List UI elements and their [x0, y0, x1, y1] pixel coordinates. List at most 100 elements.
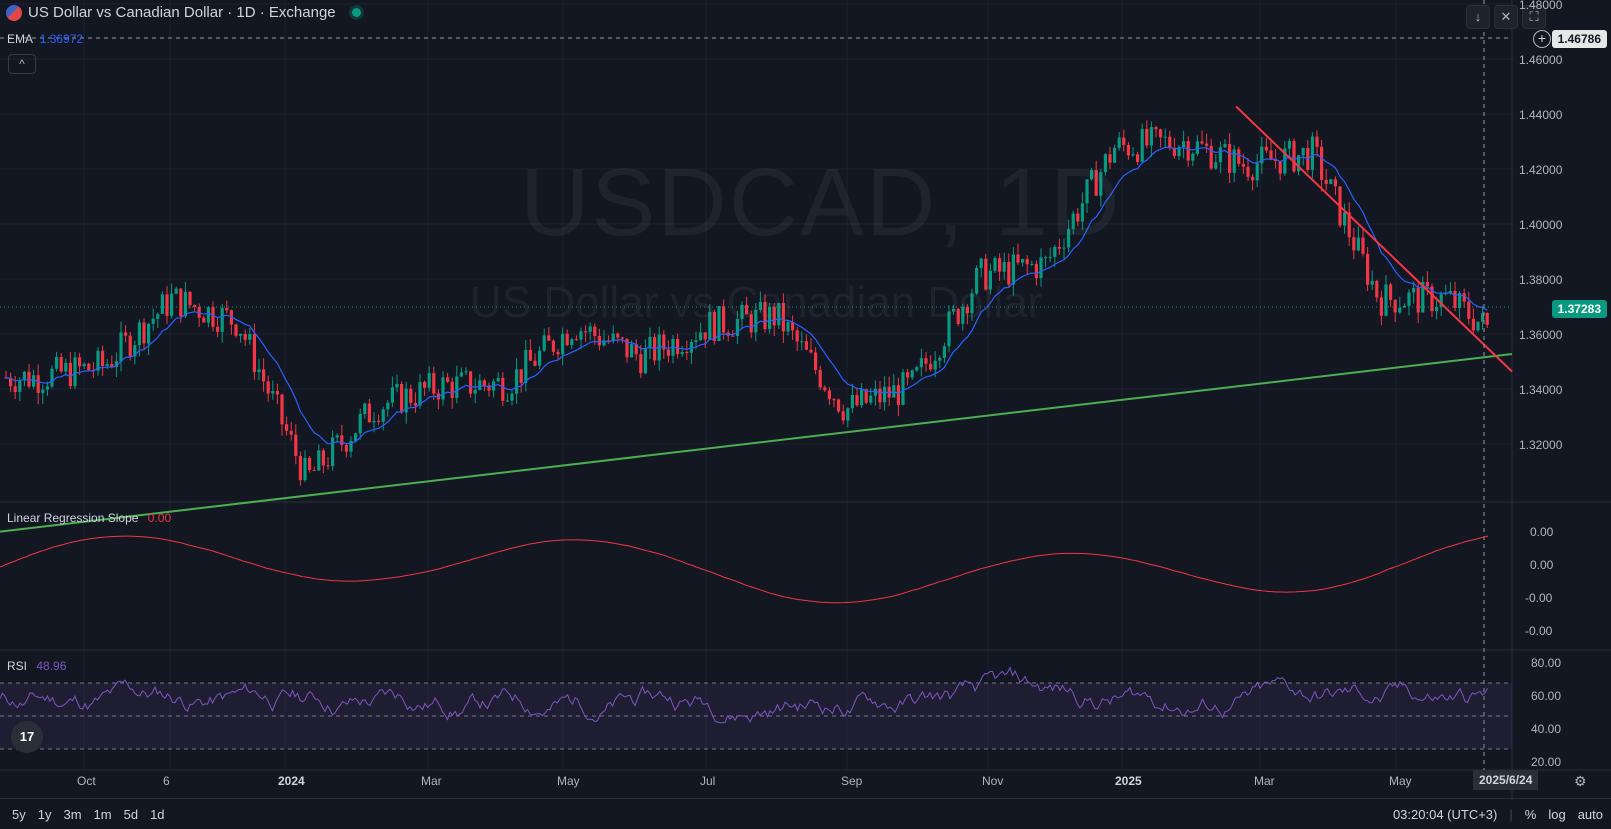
collapse-legend-button[interactable]: ^: [8, 54, 36, 74]
symbol-header[interactable]: US Dollar vs Canadian Dollar · 1D · Exch…: [6, 4, 361, 21]
candle-body: [326, 465, 330, 467]
range-5d[interactable]: 5d: [123, 806, 139, 822]
candle-body: [639, 354, 643, 374]
candle-body: [800, 341, 804, 343]
candle-body: [9, 377, 13, 387]
candle-body: [110, 364, 114, 367]
candle-body: [289, 430, 293, 435]
clock-timezone[interactable]: 03:20:04 (UTC+3): [1392, 806, 1498, 822]
candle-body: [556, 351, 560, 355]
candle-body: [906, 372, 910, 378]
candle-body: [285, 424, 289, 431]
candle-body: [1108, 154, 1112, 163]
candle-body: [1425, 281, 1429, 287]
range-3m[interactable]: 3m: [63, 806, 82, 822]
candle-body: [818, 369, 822, 388]
candle-body: [1232, 149, 1236, 173]
download-icon[interactable]: ↓: [1466, 5, 1490, 29]
range-1d[interactable]: 1d: [150, 806, 165, 822]
lrs-legend[interactable]: Linear Regression Slope 0.00: [7, 511, 171, 525]
live-status-icon: [351, 8, 361, 17]
candle-body: [1476, 321, 1480, 331]
candle-body: [965, 306, 969, 314]
candle-body: [68, 362, 72, 387]
candle-body: [160, 294, 164, 314]
candle-body: [850, 394, 854, 409]
candle-body: [588, 326, 592, 332]
candle-body: [584, 331, 588, 333]
candle-body: [1085, 179, 1089, 204]
auto-toggle[interactable]: auto: [1577, 806, 1603, 822]
candle-body: [400, 383, 404, 413]
candle-body: [547, 335, 551, 341]
candle-body: [501, 377, 505, 401]
candle-body: [298, 455, 302, 481]
candle-body: [827, 390, 831, 400]
candle-body: [427, 373, 431, 388]
candle-body: [271, 391, 275, 394]
candle-body: [381, 409, 385, 422]
candle-body: [344, 444, 348, 452]
candle-body: [841, 411, 845, 421]
candle-body: [717, 306, 721, 341]
range-5y[interactable]: 5y: [12, 806, 26, 822]
candle-body: [975, 267, 979, 294]
candle-body: [1278, 160, 1282, 174]
candle-body: [1090, 170, 1094, 180]
percent-toggle[interactable]: %: [1524, 806, 1537, 822]
flag-icon: [6, 4, 22, 21]
rsi-band: [0, 683, 1512, 749]
candle-body: [27, 371, 31, 387]
candle-body: [749, 314, 753, 333]
candle-body: [699, 332, 703, 341]
collapse-pane-icon[interactable]: ✕: [1494, 5, 1518, 29]
candle-body: [630, 344, 634, 358]
candle-body: [970, 293, 974, 314]
candle-body: [754, 309, 758, 333]
candle-body: [1435, 307, 1439, 312]
candle-body: [565, 333, 569, 346]
candle-body: [1430, 286, 1434, 312]
candle-body: [869, 395, 873, 403]
candle-body: [179, 288, 183, 317]
candle-body: [1416, 287, 1420, 313]
chart-canvas[interactable]: [0, 0, 1611, 800]
candle-body: [993, 258, 997, 271]
add-plus-icon[interactable]: +: [1533, 30, 1551, 48]
candle-body: [151, 318, 155, 324]
candle-body: [574, 339, 578, 341]
candle-body: [294, 434, 298, 456]
candle-body: [791, 322, 795, 331]
time-tick: Oct: [77, 774, 96, 788]
candle-body: [496, 377, 500, 382]
candle-body: [137, 322, 141, 346]
candle-body: [505, 400, 509, 402]
candle-body: [1218, 147, 1222, 163]
settings-gear-icon[interactable]: ⚙: [1574, 773, 1587, 789]
candle-body: [901, 372, 905, 405]
candle-body: [924, 358, 928, 364]
range-1m[interactable]: 1m: [93, 806, 112, 822]
log-toggle[interactable]: log: [1548, 806, 1566, 822]
candle-body: [1154, 127, 1158, 130]
rsi-legend[interactable]: RSI 48.96: [7, 659, 66, 673]
candle-body: [1145, 128, 1149, 146]
candle-body: [142, 322, 146, 344]
candle-body: [464, 371, 468, 373]
candle-body: [998, 258, 1002, 272]
tradingview-logo[interactable]: 17: [11, 721, 43, 753]
candle-body: [1255, 163, 1259, 181]
candle-body: [685, 351, 689, 353]
candle-body: [266, 381, 270, 394]
ema-legend[interactable]: EMA 1.36972: [7, 32, 83, 46]
candle-body: [133, 345, 137, 357]
candle-body: [1324, 179, 1328, 184]
fullscreen-icon[interactable]: ⛶: [1522, 5, 1546, 29]
candle-body: [446, 377, 450, 382]
candle-body: [1200, 141, 1204, 144]
time-tick: Mar: [1254, 774, 1275, 788]
candle-body: [1016, 254, 1020, 263]
range-1y[interactable]: 1y: [37, 806, 52, 822]
candle-body: [956, 308, 960, 324]
candle-body: [703, 332, 707, 340]
